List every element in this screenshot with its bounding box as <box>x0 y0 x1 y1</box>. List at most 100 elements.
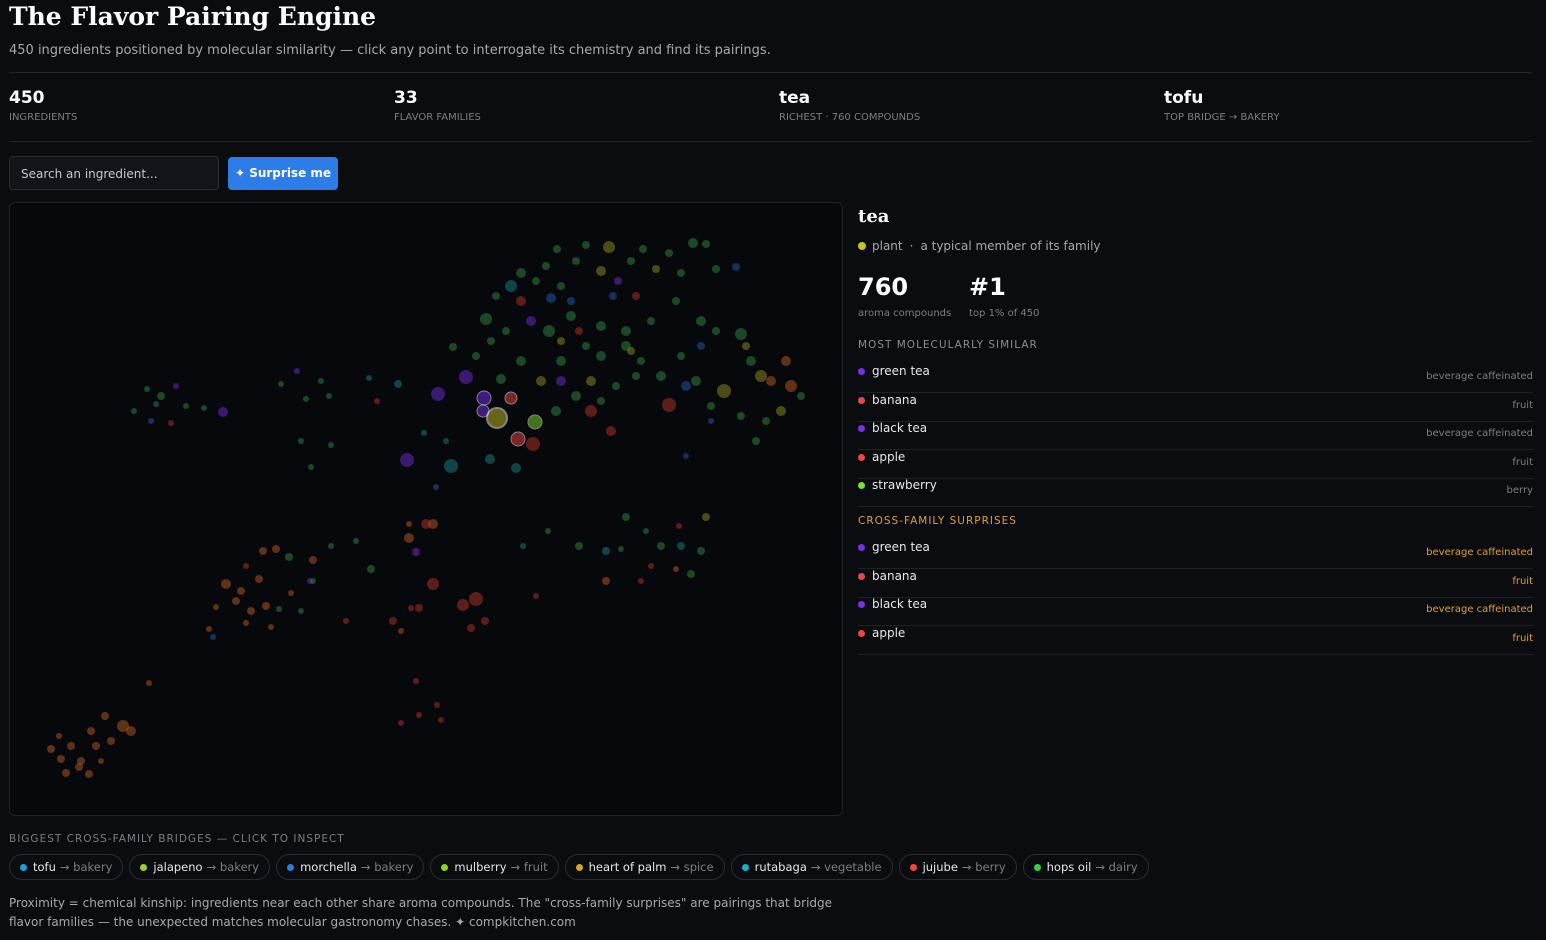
dot[interactable] <box>737 412 745 420</box>
dot[interactable] <box>781 356 791 366</box>
dot[interactable] <box>643 528 649 534</box>
dot[interactable] <box>648 563 654 569</box>
dot[interactable] <box>56 733 62 739</box>
dot[interactable] <box>673 566 679 572</box>
dot[interactable] <box>243 620 249 626</box>
dot[interactable] <box>582 342 590 350</box>
dot[interactable] <box>546 293 556 303</box>
dot[interactable] <box>496 374 506 384</box>
dot[interactable] <box>571 391 581 401</box>
dot[interactable] <box>785 380 797 392</box>
dot[interactable] <box>262 602 270 610</box>
dot[interactable] <box>400 453 414 467</box>
dot[interactable] <box>398 628 404 634</box>
dot[interactable] <box>752 437 760 445</box>
dot[interactable] <box>157 392 165 400</box>
pairing-row[interactable]: green tea beverage caffeinated <box>858 364 1533 393</box>
dot[interactable] <box>101 712 109 720</box>
dot[interactable] <box>707 402 715 410</box>
ingredient-dots[interactable] <box>47 238 805 778</box>
dot[interactable] <box>268 624 274 630</box>
dot[interactable] <box>374 398 380 404</box>
dot[interactable] <box>697 547 705 555</box>
dot[interactable] <box>328 442 334 448</box>
dot[interactable] <box>153 401 159 407</box>
dot[interactable] <box>622 513 630 521</box>
dot[interactable] <box>431 387 445 401</box>
dot[interactable] <box>288 590 294 596</box>
dot[interactable] <box>444 459 458 473</box>
dot[interactable] <box>762 417 770 425</box>
dot[interactable] <box>516 296 526 306</box>
dot[interactable] <box>609 292 617 300</box>
dot[interactable] <box>272 545 280 553</box>
dot[interactable] <box>502 327 510 335</box>
dot[interactable] <box>526 316 536 326</box>
dot[interactable] <box>412 548 420 556</box>
dot[interactable] <box>532 277 540 285</box>
dot[interactable] <box>656 371 666 381</box>
dot[interactable] <box>596 321 606 331</box>
dot[interactable] <box>126 726 136 736</box>
dot[interactable] <box>647 317 655 325</box>
selected-dot[interactable] <box>486 407 508 429</box>
dot[interactable] <box>183 403 189 409</box>
dot[interactable] <box>428 519 438 529</box>
dot[interactable] <box>343 618 349 624</box>
dot[interactable] <box>57 755 65 763</box>
dot[interactable] <box>717 384 731 398</box>
dot[interactable] <box>596 266 606 276</box>
dot[interactable] <box>394 380 402 388</box>
dot[interactable] <box>310 578 316 584</box>
pairing-row[interactable]: banana fruit <box>858 393 1533 422</box>
dot[interactable] <box>766 376 776 386</box>
dot[interactable] <box>687 570 695 578</box>
dot[interactable] <box>221 579 231 589</box>
dot[interactable] <box>308 464 314 470</box>
dot[interactable] <box>677 542 685 550</box>
dot[interactable] <box>294 368 300 374</box>
dot[interactable] <box>168 420 174 426</box>
dot[interactable] <box>85 770 93 778</box>
dot[interactable] <box>255 575 263 583</box>
dot[interactable] <box>413 678 419 684</box>
dot[interactable] <box>201 405 207 411</box>
dot[interactable] <box>676 523 682 529</box>
dot[interactable] <box>237 587 245 595</box>
dot[interactable] <box>606 426 616 436</box>
highlight-dot[interactable] <box>510 431 526 447</box>
dot[interactable] <box>632 372 640 380</box>
dot[interactable] <box>434 702 440 708</box>
dot[interactable] <box>298 608 304 614</box>
dot[interactable] <box>691 376 701 386</box>
dot[interactable] <box>278 381 284 387</box>
dot[interactable] <box>536 376 546 386</box>
dot[interactable] <box>427 578 439 590</box>
dot[interactable] <box>586 376 596 386</box>
dot[interactable] <box>585 405 597 417</box>
dot[interactable] <box>326 393 332 399</box>
dot[interactable] <box>672 297 680 305</box>
dot[interactable] <box>505 280 517 292</box>
dot[interactable] <box>602 577 610 585</box>
dot[interactable] <box>433 484 439 490</box>
bridge-chip[interactable]: tofu → bakery <box>9 854 124 880</box>
pairing-row[interactable]: banana fruit <box>858 569 1533 598</box>
dot[interactable] <box>543 325 555 337</box>
dot[interactable] <box>457 599 469 611</box>
dot[interactable] <box>218 407 228 417</box>
dot[interactable] <box>173 383 179 389</box>
dot[interactable] <box>632 292 640 300</box>
dot[interactable] <box>467 624 475 632</box>
highlight-dot[interactable] <box>476 390 492 406</box>
dot[interactable] <box>87 727 95 735</box>
dot[interactable] <box>797 392 805 400</box>
dot[interactable] <box>602 547 610 555</box>
dot[interactable] <box>575 327 583 335</box>
dot[interactable] <box>408 605 414 611</box>
bridge-chip[interactable]: rutabaga → vegetable <box>730 854 893 880</box>
dot[interactable] <box>567 297 575 305</box>
dot[interactable] <box>144 386 150 392</box>
dot[interactable] <box>688 238 698 248</box>
pairing-row[interactable]: apple fruit <box>858 626 1533 655</box>
